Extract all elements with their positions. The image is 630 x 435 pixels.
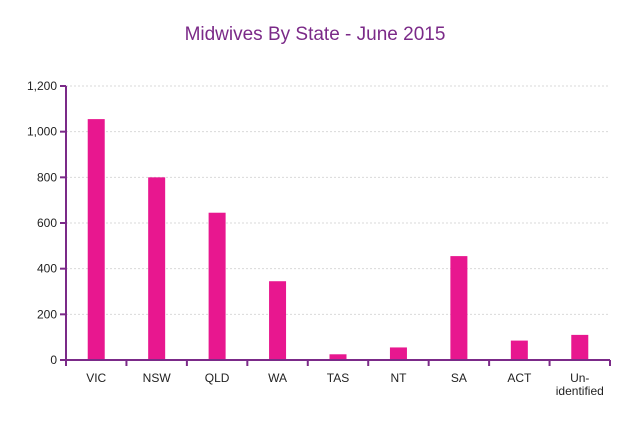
x-tick-label: NSW [143,371,172,385]
x-tick-label: SA [451,371,467,385]
y-tick-label: 400 [37,262,57,276]
bar [571,334,589,360]
x-tick-label: Un-identified [556,371,604,398]
bar [329,354,347,360]
y-tick-label: 600 [37,216,57,230]
bar [87,119,105,360]
y-tick-label: 1,000 [27,125,57,139]
x-tick-label: QLD [205,371,230,385]
y-tick-label: 1,200 [27,79,57,93]
y-tick-label: 0 [50,353,57,367]
bar [208,212,226,360]
x-tick-label: VIC [86,371,106,385]
x-tick-label: NT [390,371,407,385]
bar [450,256,468,360]
x-tick-label: WA [268,371,287,385]
y-tick-label: 200 [37,307,57,321]
bar [510,340,528,360]
x-tick-label: ACT [507,371,532,385]
bar [389,347,407,360]
bar [269,281,287,360]
chart-title: Midwives By State - June 2015 [184,24,446,45]
x-tick-label: TAS [327,371,349,385]
bar [148,177,166,360]
y-tick-label: 800 [37,170,57,184]
